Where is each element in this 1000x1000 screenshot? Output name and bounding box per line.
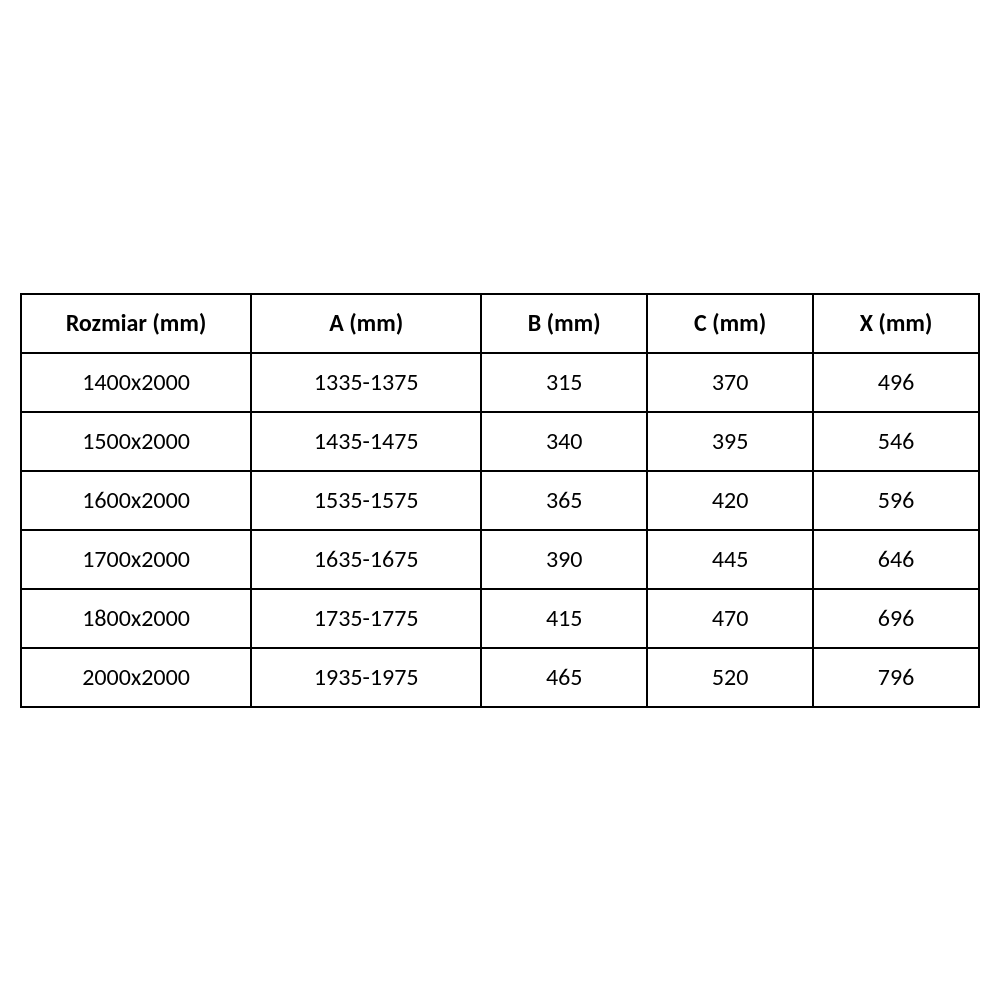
col-header-c: C (mm) [647,294,813,353]
cell-c: 445 [647,530,813,589]
cell-x: 696 [813,589,979,648]
cell-rozmiar: 1600x2000 [21,471,251,530]
cell-x: 546 [813,412,979,471]
col-header-b: B (mm) [481,294,647,353]
cell-x: 646 [813,530,979,589]
cell-a: 1335-1375 [251,353,481,412]
cell-x: 496 [813,353,979,412]
col-header-rozmiar: Rozmiar (mm) [21,294,251,353]
cell-c: 420 [647,471,813,530]
col-header-x: X (mm) [813,294,979,353]
cell-rozmiar: 1500x2000 [21,412,251,471]
cell-b: 315 [481,353,647,412]
cell-b: 390 [481,530,647,589]
cell-a: 1935-1975 [251,648,481,707]
cell-c: 395 [647,412,813,471]
cell-b: 465 [481,648,647,707]
cell-b: 340 [481,412,647,471]
cell-a: 1435-1475 [251,412,481,471]
table-row: 1600x2000 1535-1575 365 420 596 [21,471,979,530]
table-header-row: Rozmiar (mm) A (mm) B (mm) C (mm) X (mm) [21,294,979,353]
table-row: 1700x2000 1635-1675 390 445 646 [21,530,979,589]
cell-rozmiar: 1700x2000 [21,530,251,589]
cell-b: 415 [481,589,647,648]
cell-a: 1635-1675 [251,530,481,589]
cell-a: 1535-1575 [251,471,481,530]
cell-x: 796 [813,648,979,707]
cell-c: 470 [647,589,813,648]
cell-c: 370 [647,353,813,412]
cell-c: 520 [647,648,813,707]
dimensions-table-container: Rozmiar (mm) A (mm) B (mm) C (mm) X (mm)… [20,293,980,708]
table-row: 1500x2000 1435-1475 340 395 546 [21,412,979,471]
col-header-a: A (mm) [251,294,481,353]
table-row: 2000x2000 1935-1975 465 520 796 [21,648,979,707]
cell-x: 596 [813,471,979,530]
cell-rozmiar: 1400x2000 [21,353,251,412]
table-row: 1400x2000 1335-1375 315 370 496 [21,353,979,412]
cell-rozmiar: 1800x2000 [21,589,251,648]
cell-rozmiar: 2000x2000 [21,648,251,707]
cell-b: 365 [481,471,647,530]
dimensions-table: Rozmiar (mm) A (mm) B (mm) C (mm) X (mm)… [20,293,980,708]
cell-a: 1735-1775 [251,589,481,648]
table-row: 1800x2000 1735-1775 415 470 696 [21,589,979,648]
